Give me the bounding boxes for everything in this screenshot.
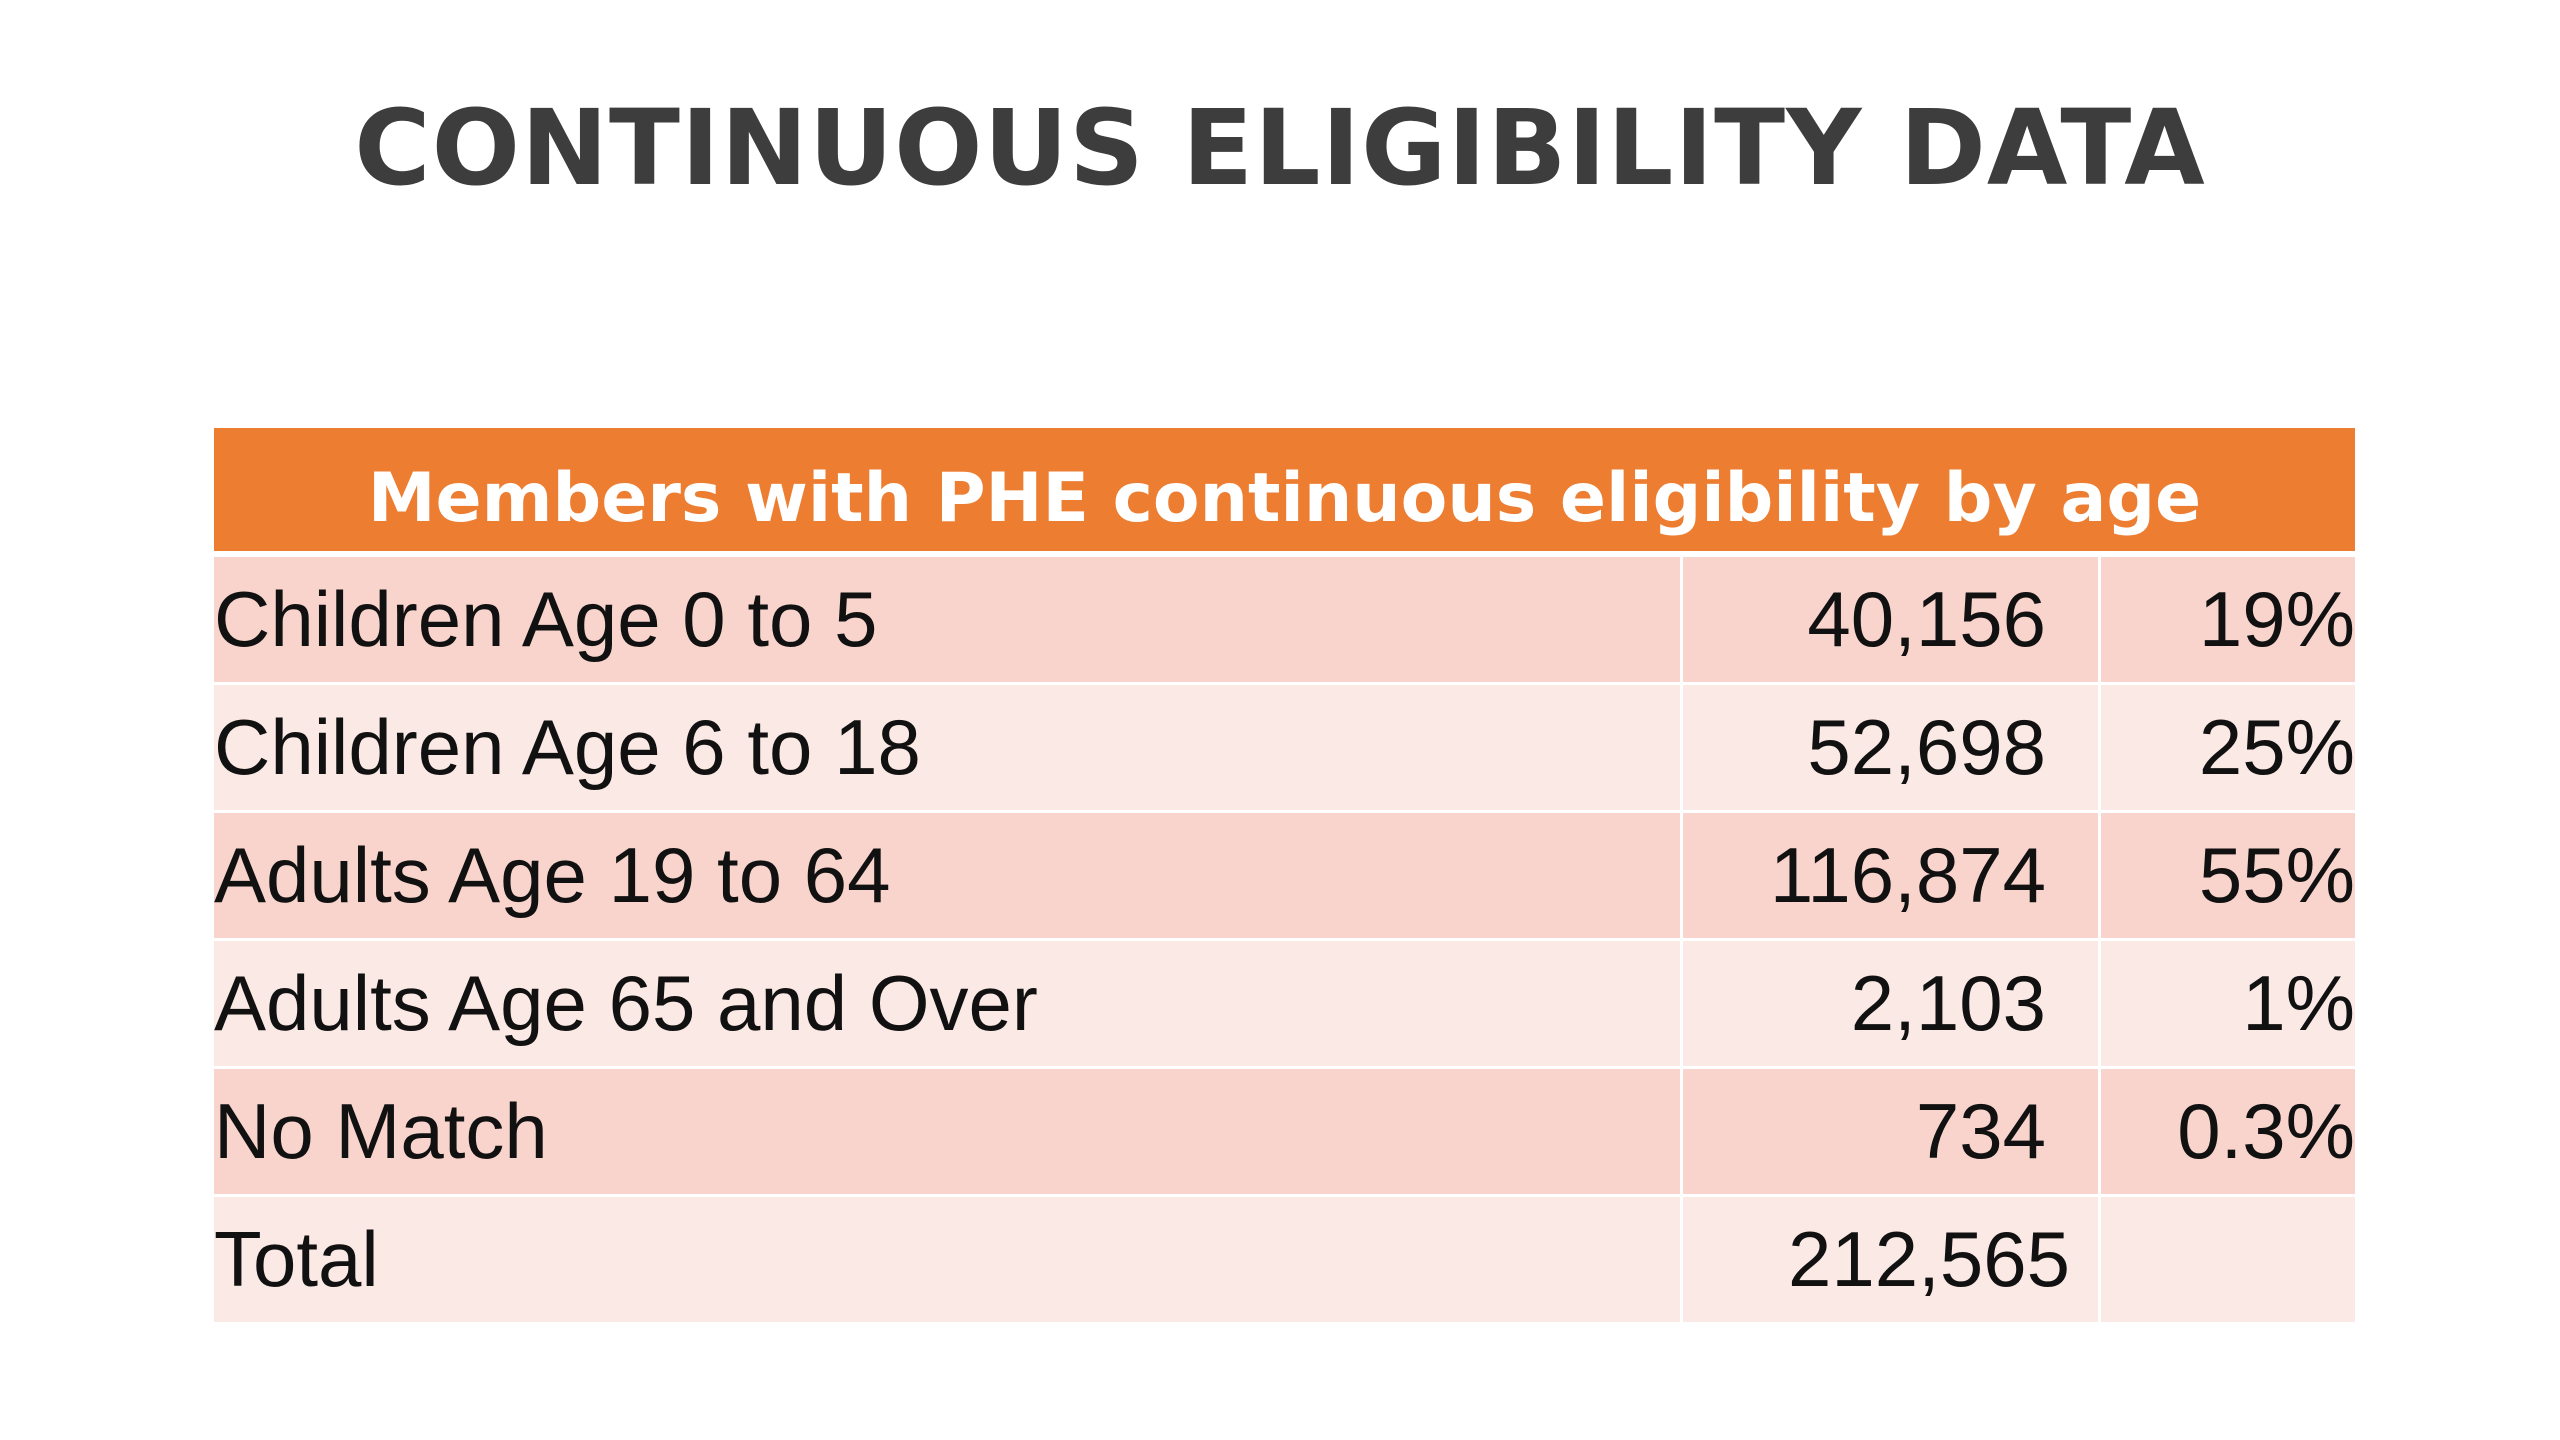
row-label: Children Age 0 to 5 bbox=[214, 557, 1680, 685]
table-header: Members with PHE continuous eligibility … bbox=[214, 428, 2356, 557]
row-count: 40,156 bbox=[1680, 557, 2098, 685]
row-percent: 1% bbox=[2098, 941, 2356, 1069]
table-header-row: Members with PHE continuous eligibility … bbox=[214, 428, 2356, 557]
row-label: Adults Age 19 to 64 bbox=[214, 813, 1680, 941]
row-label: Children Age 6 to 18 bbox=[214, 685, 1680, 813]
row-label: Adults Age 65 and Over bbox=[214, 941, 1680, 1069]
table-row: No Match 734 0.3% bbox=[214, 1069, 2356, 1197]
table-row: Children Age 0 to 5 40,156 19% bbox=[214, 557, 2356, 685]
table-row: Adults Age 65 and Over 2,103 1% bbox=[214, 941, 2356, 1069]
row-count: 52,698 bbox=[1680, 685, 2098, 813]
total-count: 212,565 bbox=[1680, 1197, 2098, 1325]
total-percent bbox=[2098, 1197, 2356, 1325]
slide-title: CONTINUOUS ELIGIBILITY DATA bbox=[354, 87, 2206, 209]
total-row: Total 212,565 bbox=[214, 1197, 2356, 1325]
table-row: Children Age 6 to 18 52,698 25% bbox=[214, 685, 2356, 813]
row-percent: 25% bbox=[2098, 685, 2356, 813]
row-percent: 19% bbox=[2098, 557, 2356, 685]
total-label: Total bbox=[214, 1197, 1680, 1325]
row-percent: 55% bbox=[2098, 813, 2356, 941]
table-row: Adults Age 19 to 64 116,874 55% bbox=[214, 813, 2356, 941]
row-percent: 0.3% bbox=[2098, 1069, 2356, 1197]
row-count: 116,874 bbox=[1680, 813, 2098, 941]
row-count: 2,103 bbox=[1680, 941, 2098, 1069]
row-count: 734 bbox=[1680, 1069, 2098, 1197]
row-label: No Match bbox=[214, 1069, 1680, 1197]
eligibility-table: Members with PHE continuous eligibility … bbox=[214, 428, 2356, 1325]
